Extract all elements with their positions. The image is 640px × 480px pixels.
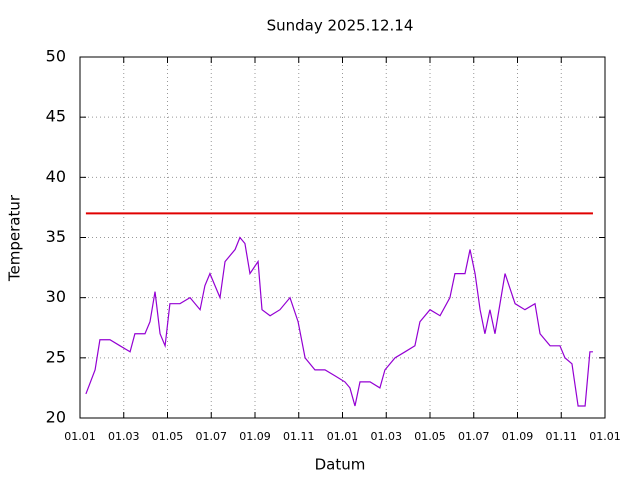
x-tick-label: 01.01 bbox=[327, 430, 359, 443]
x-axis-label: Datum bbox=[315, 456, 366, 474]
chart-title: Sunday 2025.12.14 bbox=[267, 17, 414, 35]
y-tick-label: 35 bbox=[46, 227, 66, 246]
x-tick-label: 01.09 bbox=[239, 430, 271, 443]
x-tick-label: 01.01 bbox=[64, 430, 96, 443]
x-tick-label: 01.05 bbox=[152, 430, 184, 443]
y-tick-label: 30 bbox=[46, 287, 66, 306]
x-tick-label: 01.03 bbox=[108, 430, 140, 443]
x-tick-label: 01.07 bbox=[196, 430, 228, 443]
x-tick-label: 01.01 bbox=[589, 430, 621, 443]
data-line bbox=[85, 236, 593, 407]
y-axis-label: Temperatur bbox=[6, 194, 24, 282]
y-tick-label: 25 bbox=[46, 347, 66, 366]
x-tick-label: 01.05 bbox=[414, 430, 446, 443]
plot-frame bbox=[79, 56, 606, 419]
x-tick-label: 01.09 bbox=[502, 430, 534, 443]
y-tick-label: 50 bbox=[46, 47, 66, 66]
y-tick-label: 20 bbox=[46, 408, 66, 427]
y-tick-label: 45 bbox=[46, 107, 66, 126]
x-tick-label: 01.07 bbox=[458, 430, 490, 443]
x-tick-label: 01.03 bbox=[371, 430, 403, 443]
y-tick-label: 40 bbox=[46, 167, 66, 186]
x-tick-label: 01.11 bbox=[283, 430, 315, 443]
x-tick-label: 01.11 bbox=[546, 430, 578, 443]
